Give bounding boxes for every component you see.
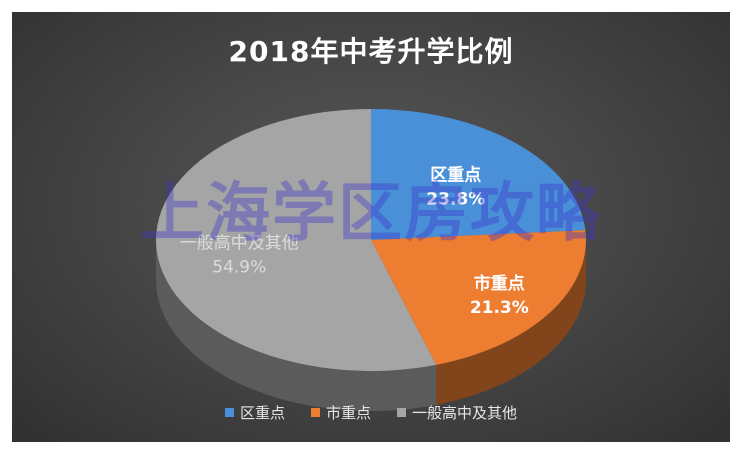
legend: 区重点 市重点 一般高中及其他: [12, 402, 730, 423]
legend-label-city-key: 市重点: [325, 404, 371, 422]
slice-value-general: 54.9%: [212, 257, 266, 277]
slice-value-city-key: 21.3%: [470, 298, 529, 318]
legend-swatch-city-key: [310, 408, 320, 417]
slice-general: [156, 109, 437, 371]
slice-city-key-side: [436, 240, 586, 405]
slice-city-key: [371, 230, 586, 365]
slice-label-city-key: 市重点: [474, 273, 525, 294]
legend-item-general: 一般高中及其他: [397, 402, 517, 423]
chart-title: 2018年中考升学比例: [228, 35, 514, 68]
legend-swatch-district-key: [224, 408, 234, 417]
slice-label-district-key: 区重点: [430, 164, 481, 185]
slice-label-general: 一般高中及其他: [180, 233, 299, 253]
slice-general-side: [156, 240, 437, 412]
legend-swatch-general: [397, 408, 406, 417]
chart-frame: 2018年中考升学比例 区重点 23.8% 市重点 21.3% 一般高中及其他 54.9%…: [12, 12, 730, 442]
pie-chart: 区重点 23.8% 市重点 21.3% 一般高中及其他 54.9%: [156, 109, 586, 412]
slice-district-key: [371, 109, 586, 240]
slice-value-district-key: 23.8%: [426, 189, 485, 209]
legend-item-district-key: 区重点: [224, 402, 285, 423]
legend-label-district-key: 区重点: [239, 404, 285, 422]
legend-label-general: 一般高中及其他: [412, 404, 518, 422]
legend-item-city-key: 市重点: [310, 402, 371, 423]
pie-sides: [156, 240, 586, 412]
